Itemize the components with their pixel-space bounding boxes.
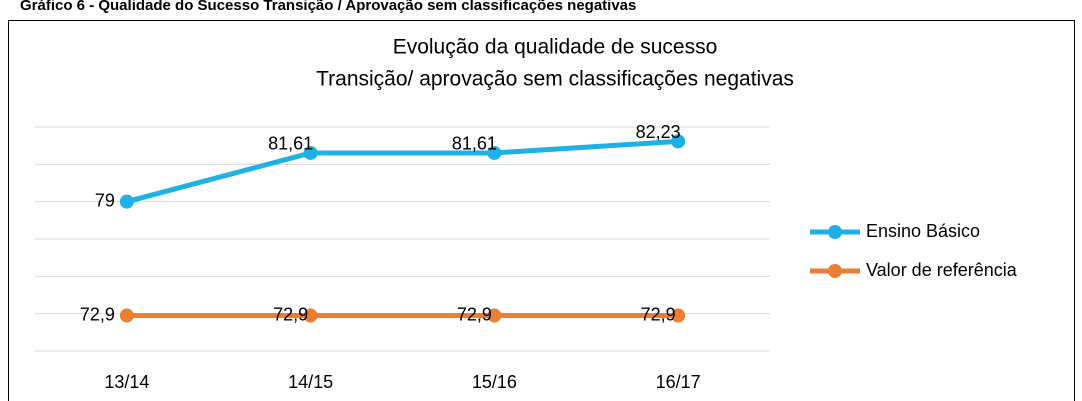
point <box>303 145 318 160</box>
point <box>671 308 686 323</box>
x-tick-label: 13/14 <box>104 372 149 392</box>
data-label: 81,61 <box>452 134 497 154</box>
data-label: 72,9 <box>641 304 676 324</box>
legend-label: Ensino Básico <box>866 221 980 241</box>
data-label: 82,23 <box>636 122 681 142</box>
series-line <box>126 138 679 205</box>
data-label: 79 <box>95 190 115 210</box>
point <box>487 145 502 160</box>
legend-marker <box>828 264 842 278</box>
legend-label: Valor de referência <box>866 260 1018 280</box>
point <box>487 308 502 323</box>
legend-marker <box>828 225 842 239</box>
chart-border <box>8 20 1075 401</box>
data-label: 72,9 <box>80 304 115 324</box>
point <box>119 308 134 323</box>
point <box>119 194 134 209</box>
chart-title: Evolução da qualidade de sucesso <box>393 36 718 59</box>
data-label: 72,9 <box>273 304 308 324</box>
chart-subtitle: Transição/ aprovação sem classificações … <box>316 68 794 91</box>
data-label: 72,9 <box>457 304 492 324</box>
point <box>671 134 686 149</box>
x-tick-label: 15/16 <box>472 372 517 392</box>
x-tick-label: 14/15 <box>288 372 333 392</box>
x-tick-label: 16/17 <box>656 372 701 392</box>
data-label: 81,61 <box>268 134 313 154</box>
point <box>303 308 318 323</box>
caption: Gráfico 6 - Qualidade do Sucesso Transiç… <box>20 0 636 14</box>
